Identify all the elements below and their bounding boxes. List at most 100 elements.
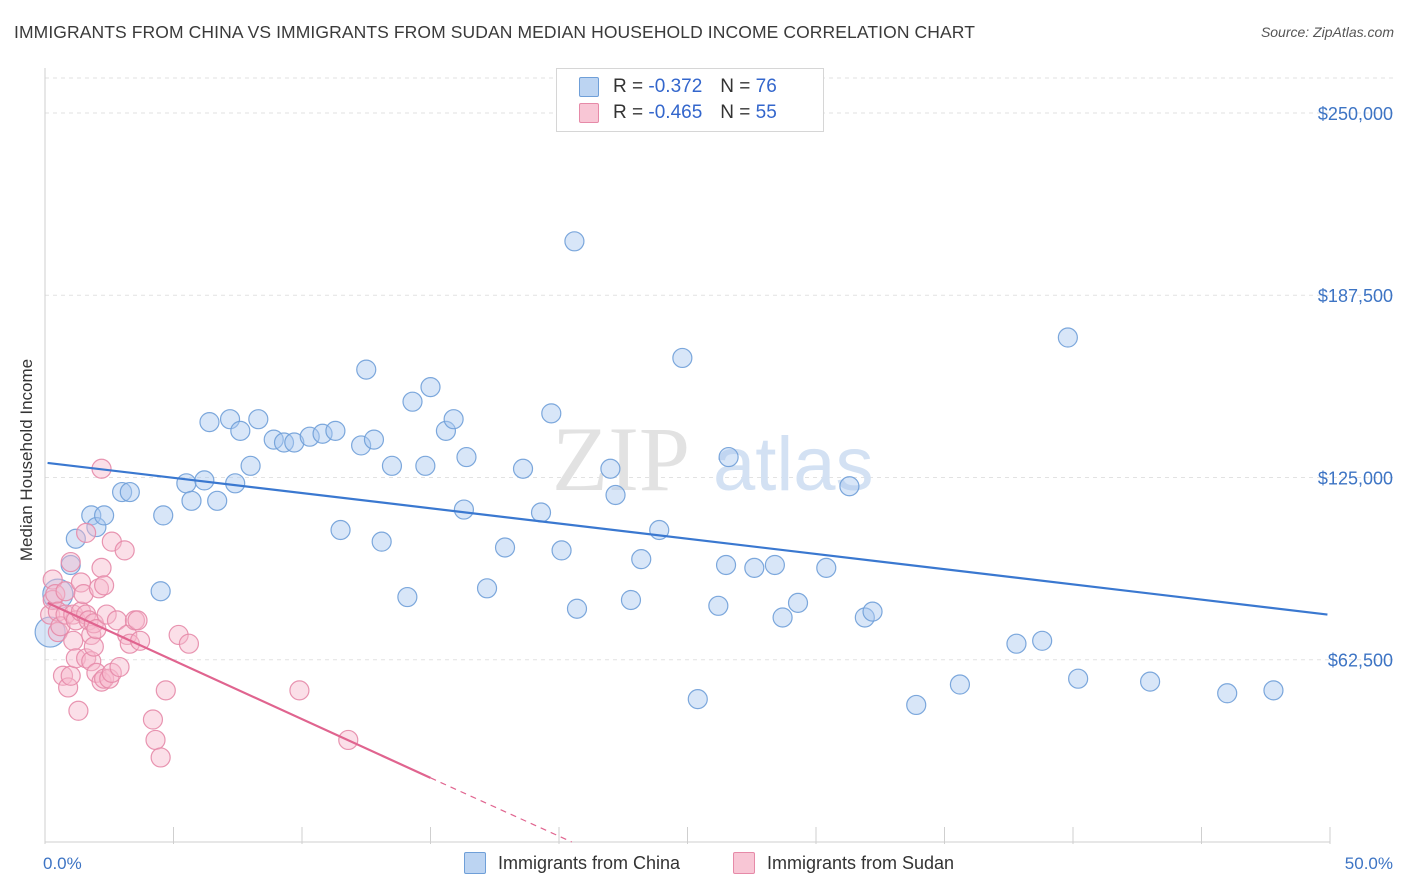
y-tick-label: $125,000 xyxy=(1318,468,1393,488)
data-point xyxy=(150,747,171,768)
data-point xyxy=(1032,630,1053,651)
data-point xyxy=(273,432,295,453)
china-r-label: R = xyxy=(613,76,644,97)
data-point xyxy=(94,505,115,526)
data-point xyxy=(862,601,883,622)
data-point xyxy=(83,636,104,657)
data-point xyxy=(764,554,785,576)
data-point xyxy=(420,376,441,398)
x-tick-label-min: 0.0% xyxy=(43,854,82,873)
data-point xyxy=(476,578,498,599)
data-point xyxy=(564,231,585,252)
data-point xyxy=(145,729,166,751)
data-point xyxy=(605,484,626,506)
data-point xyxy=(397,586,418,608)
sudan-legend-swatch xyxy=(733,852,755,874)
data-point xyxy=(96,604,117,625)
data-point xyxy=(708,595,729,616)
sudan-swatch xyxy=(579,103,599,123)
data-point xyxy=(816,557,837,578)
china-swatch xyxy=(579,77,599,97)
data-point xyxy=(672,347,693,369)
data-point xyxy=(415,455,436,476)
china-legend-swatch xyxy=(464,852,486,874)
series-sudan-points xyxy=(40,458,359,768)
data-point xyxy=(1263,680,1284,701)
sudan-r-value: -0.465 xyxy=(648,102,703,123)
data-point xyxy=(111,481,133,503)
data-point xyxy=(718,446,739,468)
data-point xyxy=(52,665,74,686)
data-point xyxy=(60,665,81,686)
data-point xyxy=(443,409,464,430)
data-point xyxy=(356,359,377,380)
data-point xyxy=(168,624,189,646)
data-point xyxy=(240,455,261,476)
y-axis-title: Median Household Income xyxy=(17,359,36,561)
data-point xyxy=(381,455,403,476)
data-point xyxy=(325,420,346,441)
data-point xyxy=(60,551,81,573)
data-point xyxy=(600,458,621,479)
data-point xyxy=(435,420,457,441)
data-point xyxy=(453,499,475,520)
bottom-legend-sudan[interactable]: Immigrants from Sudan xyxy=(733,852,954,874)
y-tick-label: $62,500 xyxy=(1328,651,1393,671)
data-point xyxy=(176,473,197,494)
data-point xyxy=(566,598,588,619)
data-point xyxy=(1006,633,1027,654)
sudan-n-value: 55 xyxy=(755,102,777,123)
data-point xyxy=(284,432,305,453)
data-point xyxy=(949,674,971,695)
watermark-atlas: atlas xyxy=(713,422,874,507)
data-point xyxy=(94,575,115,596)
trend-lines xyxy=(47,461,1328,843)
data-point xyxy=(248,409,269,430)
data-point xyxy=(715,554,737,576)
data-point xyxy=(772,607,793,628)
china-r-value: -0.372 xyxy=(648,76,703,97)
data-point xyxy=(63,630,84,651)
data-point xyxy=(150,581,171,602)
sudan-n-label: N = xyxy=(720,102,751,123)
data-point xyxy=(787,592,809,613)
watermark-zip: ZIP xyxy=(552,408,690,510)
data-point xyxy=(178,633,200,654)
china-n-label: N = xyxy=(720,76,751,97)
legend-row-sudan: R = -0.465 N = 55 xyxy=(579,100,777,126)
data-point xyxy=(456,446,477,468)
legend-row-china: R = -0.372 N = 76 xyxy=(579,74,777,100)
data-point xyxy=(106,610,128,631)
data-point xyxy=(299,426,320,447)
data-point xyxy=(109,656,130,678)
data-point xyxy=(1217,683,1238,704)
data-point xyxy=(119,481,140,503)
data-point xyxy=(687,689,708,710)
data-point xyxy=(91,557,112,578)
data-point xyxy=(155,680,176,701)
data-point xyxy=(289,680,310,701)
data-point xyxy=(219,409,241,430)
trend-line-sudan xyxy=(47,601,431,779)
data-point xyxy=(50,616,71,637)
data-point xyxy=(199,411,220,433)
stats-legend: R = -0.372 N = 76 R = -0.465 N = 55 xyxy=(556,68,824,132)
data-point xyxy=(906,694,927,716)
data-point xyxy=(142,709,164,730)
data-point xyxy=(312,423,333,444)
data-point xyxy=(127,610,148,631)
x-tick-label-max: 50.0% xyxy=(1345,854,1393,873)
data-point xyxy=(230,420,251,441)
data-point xyxy=(631,549,652,570)
data-point xyxy=(114,540,135,561)
data-point xyxy=(363,429,385,450)
bottom-legend-china[interactable]: Immigrants from China xyxy=(464,852,680,874)
data-point xyxy=(512,458,534,479)
data-point xyxy=(402,391,423,412)
source-credit: Source: ZipAtlas.com xyxy=(1260,24,1394,40)
series-china-points xyxy=(34,231,1284,716)
chart-title: IMMIGRANTS FROM CHINA VS IMMIGRANTS FROM… xyxy=(14,22,975,42)
data-point xyxy=(73,584,94,605)
data-point xyxy=(181,490,202,511)
